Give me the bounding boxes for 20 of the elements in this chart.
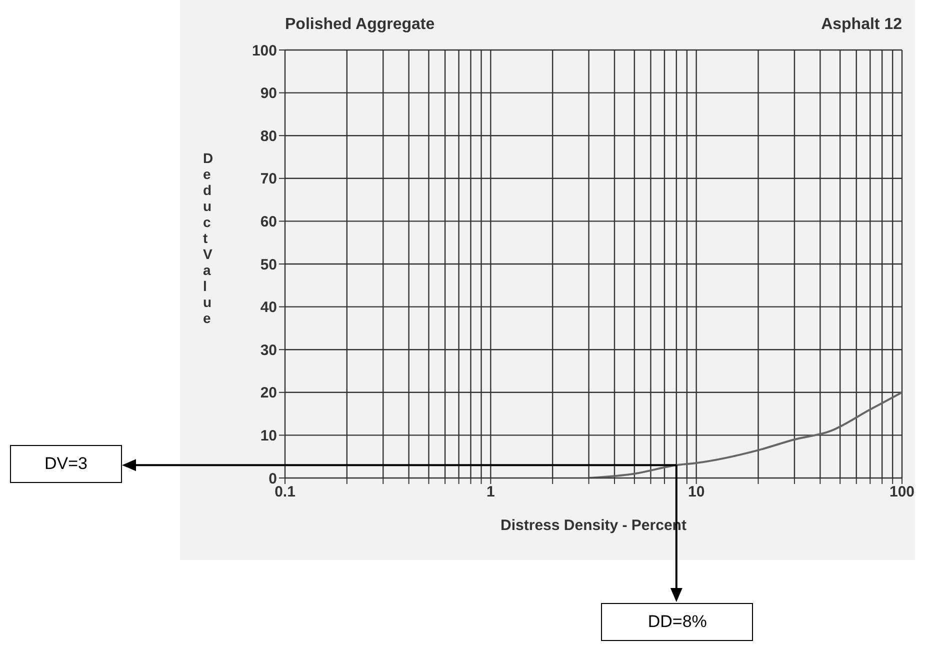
y-tick-label: 10 [260,428,277,445]
chart-subtitle: Asphalt 12 [821,16,902,34]
y-tick-label: 0 [268,470,277,488]
y-tick-label: 90 [260,85,277,102]
ref-line-label: DV=3 [10,445,122,484]
y-tick-label: 60 [260,214,277,231]
chart-title: Polished Aggregate [285,16,435,34]
x-tick-label: 1 [486,484,495,501]
y-tick-label: 70 [260,170,277,188]
y-tick-label: 50 [260,256,277,274]
ref-line-label: DD=8% [601,603,754,641]
x-tick-label: 10 [688,484,705,501]
y-tick-label: 100 [252,42,277,60]
y-tick-label: 80 [260,128,277,145]
text: Deduct Value [203,150,214,326]
x-tick-label: 0.1 [274,484,296,501]
x-tick-label: 100 [889,484,915,501]
y-tick-label: 40 [260,299,277,316]
y-tick-label: 30 [260,342,277,359]
y-tick-label: 20 [260,384,277,402]
